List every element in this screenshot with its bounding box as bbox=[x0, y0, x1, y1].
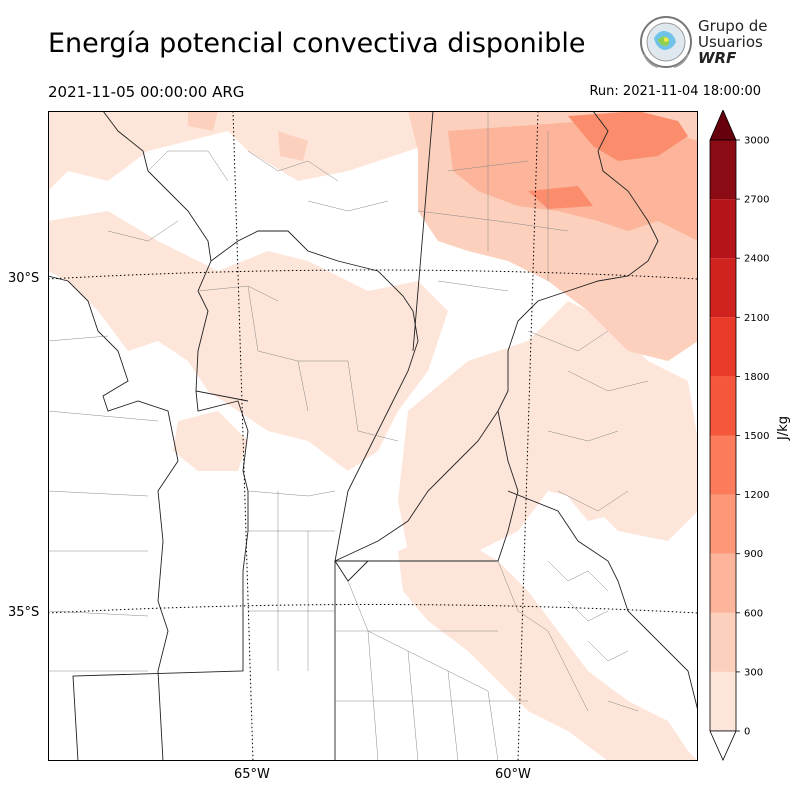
colorbar-segment bbox=[710, 553, 736, 613]
colorbar-segment bbox=[710, 671, 736, 731]
lon-label-60w: 60°W bbox=[495, 767, 531, 782]
colorbar-segment bbox=[710, 140, 736, 200]
colorbar-segment bbox=[710, 317, 736, 377]
department-boundaries bbox=[48, 111, 649, 761]
map-title: Energía potencial convectiva disponible bbox=[48, 28, 586, 59]
cape-shading-low bbox=[48, 111, 698, 761]
colorbar-over-arrow bbox=[709, 110, 737, 141]
colorbar-tick-label: 1200 bbox=[744, 490, 769, 501]
graticule bbox=[48, 111, 698, 761]
colorbar: 0 300 600 900 1200 1500 1800 2100 2400 2700 3000 bbox=[709, 110, 769, 761]
colorbar-segments bbox=[709, 139, 737, 732]
colorbar-tick-label: 900 bbox=[744, 549, 763, 560]
colorbar-segment bbox=[710, 258, 736, 318]
wrf-group-logo: Grupo de Usuarios WRF bbox=[638, 14, 778, 74]
valid-time: 2021-11-05 00:00:00 ARG bbox=[48, 83, 245, 101]
colorbar-tick-label: 2700 bbox=[744, 195, 769, 206]
lat-label-35s: 35°S bbox=[8, 605, 40, 620]
colorbar-ticks: 0 300 600 900 1200 1500 1800 2100 2400 2700 3000 bbox=[736, 136, 769, 738]
colorbar-unit: J/kg bbox=[776, 416, 791, 440]
colorbar-tick-label: 600 bbox=[744, 608, 763, 619]
colorbar-segment bbox=[710, 494, 736, 554]
colorbar-segment bbox=[710, 612, 736, 672]
logo-line-3: WRF bbox=[698, 49, 737, 67]
colorbar-tick-label: 2100 bbox=[744, 313, 769, 324]
colorbar-tick-label: 1800 bbox=[744, 372, 769, 383]
map-frame bbox=[48, 111, 698, 761]
lon-label-65w: 65°W bbox=[234, 767, 270, 782]
cape-shading-peak bbox=[528, 111, 688, 209]
colorbar-tick-label: 2400 bbox=[744, 254, 769, 265]
colorbar-tick-label: 0 bbox=[744, 727, 750, 738]
run-time: Run: 2021-11-04 18:00:00 bbox=[589, 84, 761, 99]
cape-map bbox=[48, 111, 698, 761]
colorbar-under-arrow bbox=[709, 730, 737, 761]
colorbar-tick-label: 1500 bbox=[744, 431, 769, 442]
colorbar-tick-label: 3000 bbox=[744, 136, 769, 147]
logo-line-1: Grupo de bbox=[698, 17, 768, 35]
logo-line-2: Usuarios bbox=[698, 33, 763, 51]
globe-seal-icon bbox=[640, 16, 692, 68]
lat-label-30s: 30°S bbox=[8, 271, 40, 286]
colorbar-segment bbox=[710, 199, 736, 259]
province-boundaries bbox=[48, 111, 698, 761]
colorbar-segment bbox=[710, 376, 736, 436]
colorbar-tick-label: 300 bbox=[744, 667, 763, 678]
colorbar-segment bbox=[710, 435, 736, 495]
